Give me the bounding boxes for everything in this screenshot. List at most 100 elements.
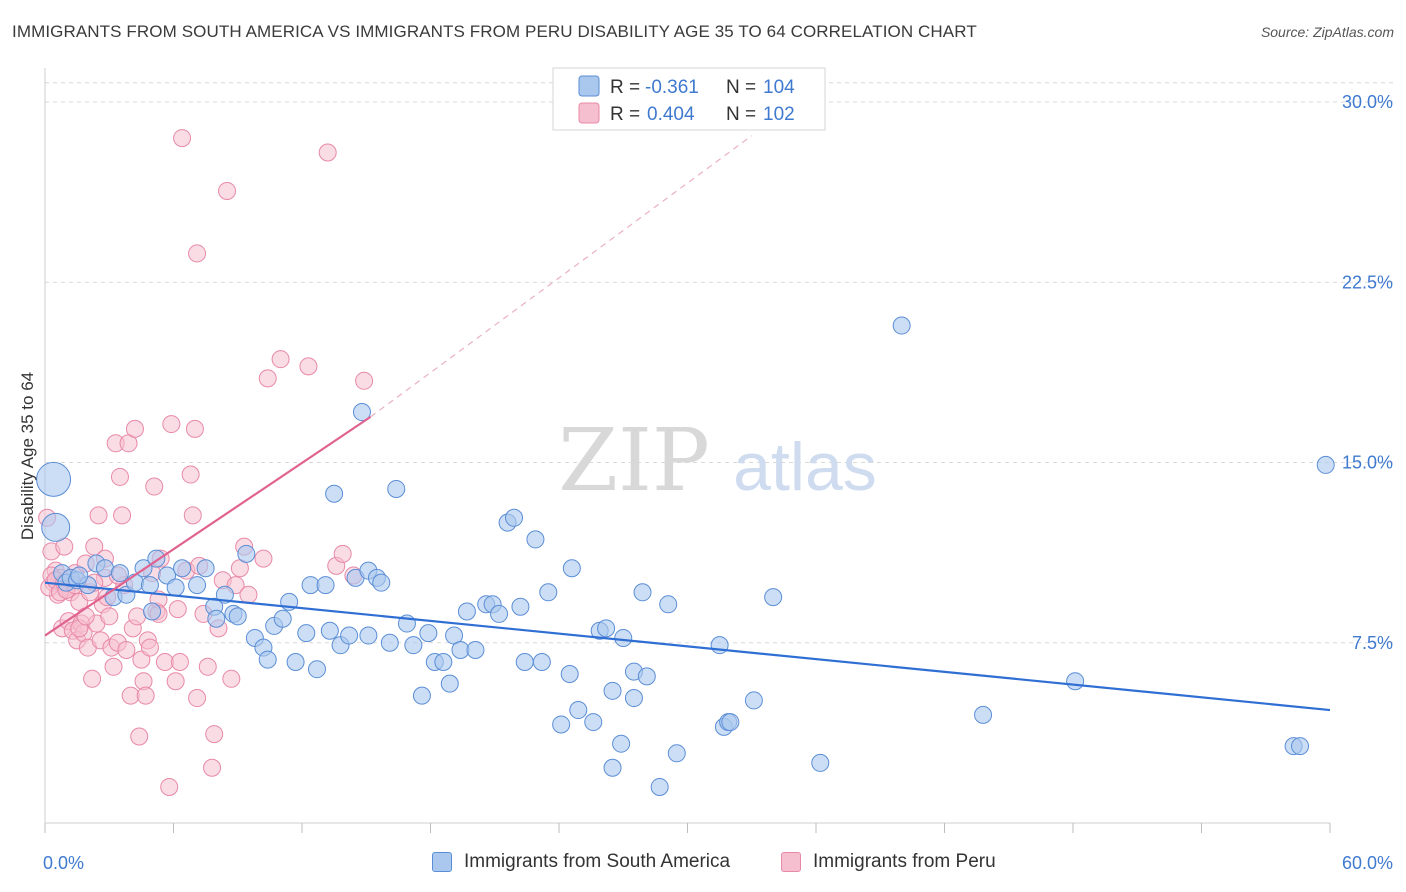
peru-point	[145, 477, 164, 496]
south-america-point	[633, 583, 652, 602]
peru-point	[239, 585, 258, 604]
south-america-point	[1316, 455, 1335, 474]
legend-r-label: R =	[610, 104, 640, 125]
south-america-point	[764, 588, 783, 607]
south-america-point	[650, 777, 669, 796]
south-america-point	[597, 619, 616, 638]
series-south-america-points	[36, 316, 1335, 796]
peru-point	[258, 369, 277, 388]
watermark-atlas: atlas	[733, 429, 877, 505]
legend-n-label: N =	[726, 104, 756, 125]
legend-label-peru: Immigrants from Peru	[813, 851, 996, 872]
south-america-point	[552, 715, 571, 734]
y-tick-label: 7.5%	[1352, 633, 1393, 653]
south-america-point	[387, 479, 406, 498]
south-america-point	[215, 585, 234, 604]
y-tick-label: 30.0%	[1342, 92, 1393, 112]
axes	[44, 68, 1331, 833]
peru-point	[185, 419, 204, 438]
south-america-point	[173, 559, 192, 578]
legend-swatch-blue	[578, 75, 600, 97]
south-america-point	[511, 597, 530, 616]
legend-n-value: 102	[763, 104, 795, 125]
south-america-point	[1066, 672, 1085, 691]
south-america-point	[380, 633, 399, 652]
peru-point	[155, 652, 174, 671]
south-america-point	[539, 583, 558, 602]
legend-swatch-peru	[781, 852, 801, 872]
south-america-point	[515, 652, 534, 671]
legend-n-label: N =	[726, 77, 756, 98]
south-america-point	[36, 461, 72, 497]
south-america-point	[892, 316, 911, 335]
south-america-point	[612, 734, 631, 753]
x-tick-label: 60.0%	[1342, 853, 1393, 873]
south-america-point	[624, 689, 643, 708]
south-america-point	[440, 674, 459, 693]
south-america-point	[603, 681, 622, 700]
peru-point	[188, 689, 207, 708]
south-america-point	[372, 573, 391, 592]
south-america-point	[974, 705, 993, 724]
peru-point	[104, 657, 123, 676]
series-legend: Immigrants from South America Immigrants…	[0, 851, 1406, 879]
watermark-zip: ZIP	[558, 411, 710, 511]
peru-point	[181, 465, 200, 484]
peru-point	[198, 657, 217, 676]
south-america-point	[188, 576, 207, 595]
south-america-point	[301, 576, 320, 595]
legend-item-south-america: Immigrants from South America	[432, 851, 730, 873]
south-america-point	[532, 652, 551, 671]
peru-point	[110, 467, 129, 486]
peru-point	[100, 607, 119, 626]
legend-label-south-america: Immigrants from South America	[464, 851, 731, 872]
source-label: Source: ZipAtlas.com	[1260, 24, 1394, 40]
south-america-point	[307, 660, 326, 679]
south-america-point	[721, 713, 740, 732]
south-america-point	[404, 636, 423, 655]
south-america-point	[316, 576, 335, 595]
south-america-point	[457, 602, 476, 621]
south-america-point	[228, 607, 247, 626]
south-america-point	[490, 604, 509, 623]
peru-point	[203, 758, 222, 777]
peru-point	[173, 129, 192, 148]
south-america-point	[466, 640, 485, 659]
south-america-point	[258, 650, 277, 669]
south-america-point	[340, 626, 359, 645]
south-america-point	[140, 576, 159, 595]
peru-point	[299, 357, 318, 376]
south-america-point	[41, 512, 71, 542]
y-tick-label: 15.0%	[1342, 453, 1393, 473]
south-america-point	[359, 626, 378, 645]
legend-swatch-south-america	[432, 852, 452, 872]
x-tick-label: 0.0%	[43, 853, 84, 873]
south-america-point	[286, 652, 305, 671]
peru-point	[128, 607, 147, 626]
peru-point	[218, 181, 237, 200]
south-america-point	[143, 602, 162, 621]
peru-point	[170, 652, 189, 671]
peru-point	[113, 506, 132, 525]
south-america-point	[659, 595, 678, 614]
south-america-point	[237, 544, 256, 563]
south-america-point	[667, 744, 686, 763]
peru-point	[333, 544, 352, 563]
peru-point	[166, 672, 185, 691]
south-america-point	[584, 713, 603, 732]
peru-point	[89, 506, 108, 525]
south-america-point	[562, 559, 581, 578]
correlation-legend: R = -0.361 N = 104 R = 0.404 N = 102	[552, 67, 826, 131]
south-america-point	[419, 624, 438, 643]
peru-point	[222, 669, 241, 688]
peru-point	[271, 350, 290, 369]
peru-point	[121, 686, 140, 705]
peru-point	[83, 669, 102, 688]
south-america-point	[1291, 737, 1310, 756]
peru-trend-line	[44, 415, 372, 637]
peru-point	[318, 143, 337, 162]
legend-swatch-pink	[578, 102, 600, 124]
legend-r-value: -0.361	[645, 77, 699, 98]
south-america-point	[297, 624, 316, 643]
